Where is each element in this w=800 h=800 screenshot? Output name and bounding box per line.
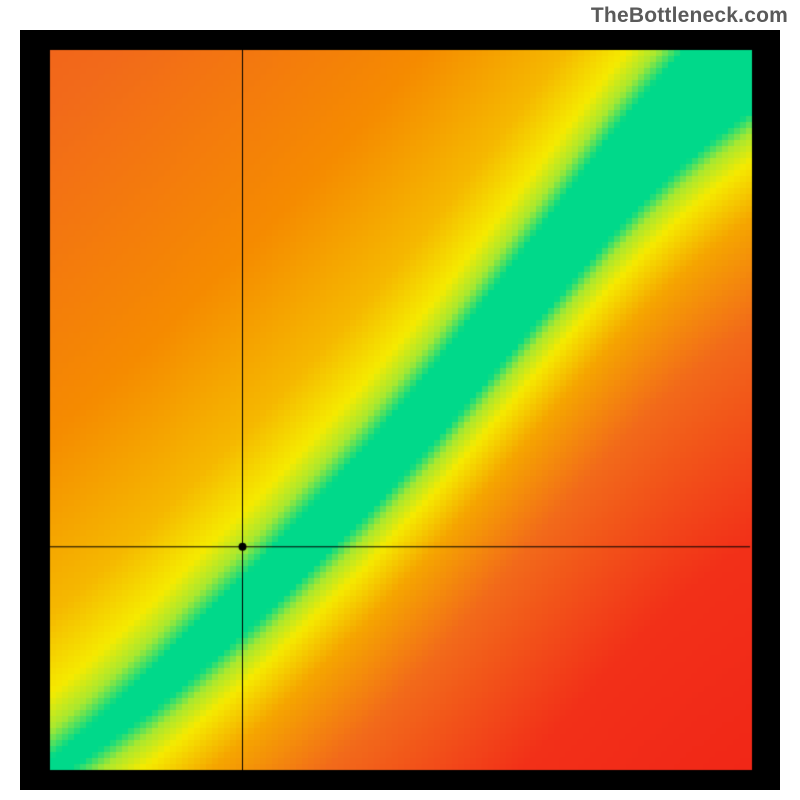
chart-container: TheBottleneck.com bbox=[0, 0, 800, 800]
heatmap-canvas bbox=[20, 30, 780, 790]
attribution-text: TheBottleneck.com bbox=[591, 4, 788, 28]
plot-frame bbox=[20, 30, 780, 790]
